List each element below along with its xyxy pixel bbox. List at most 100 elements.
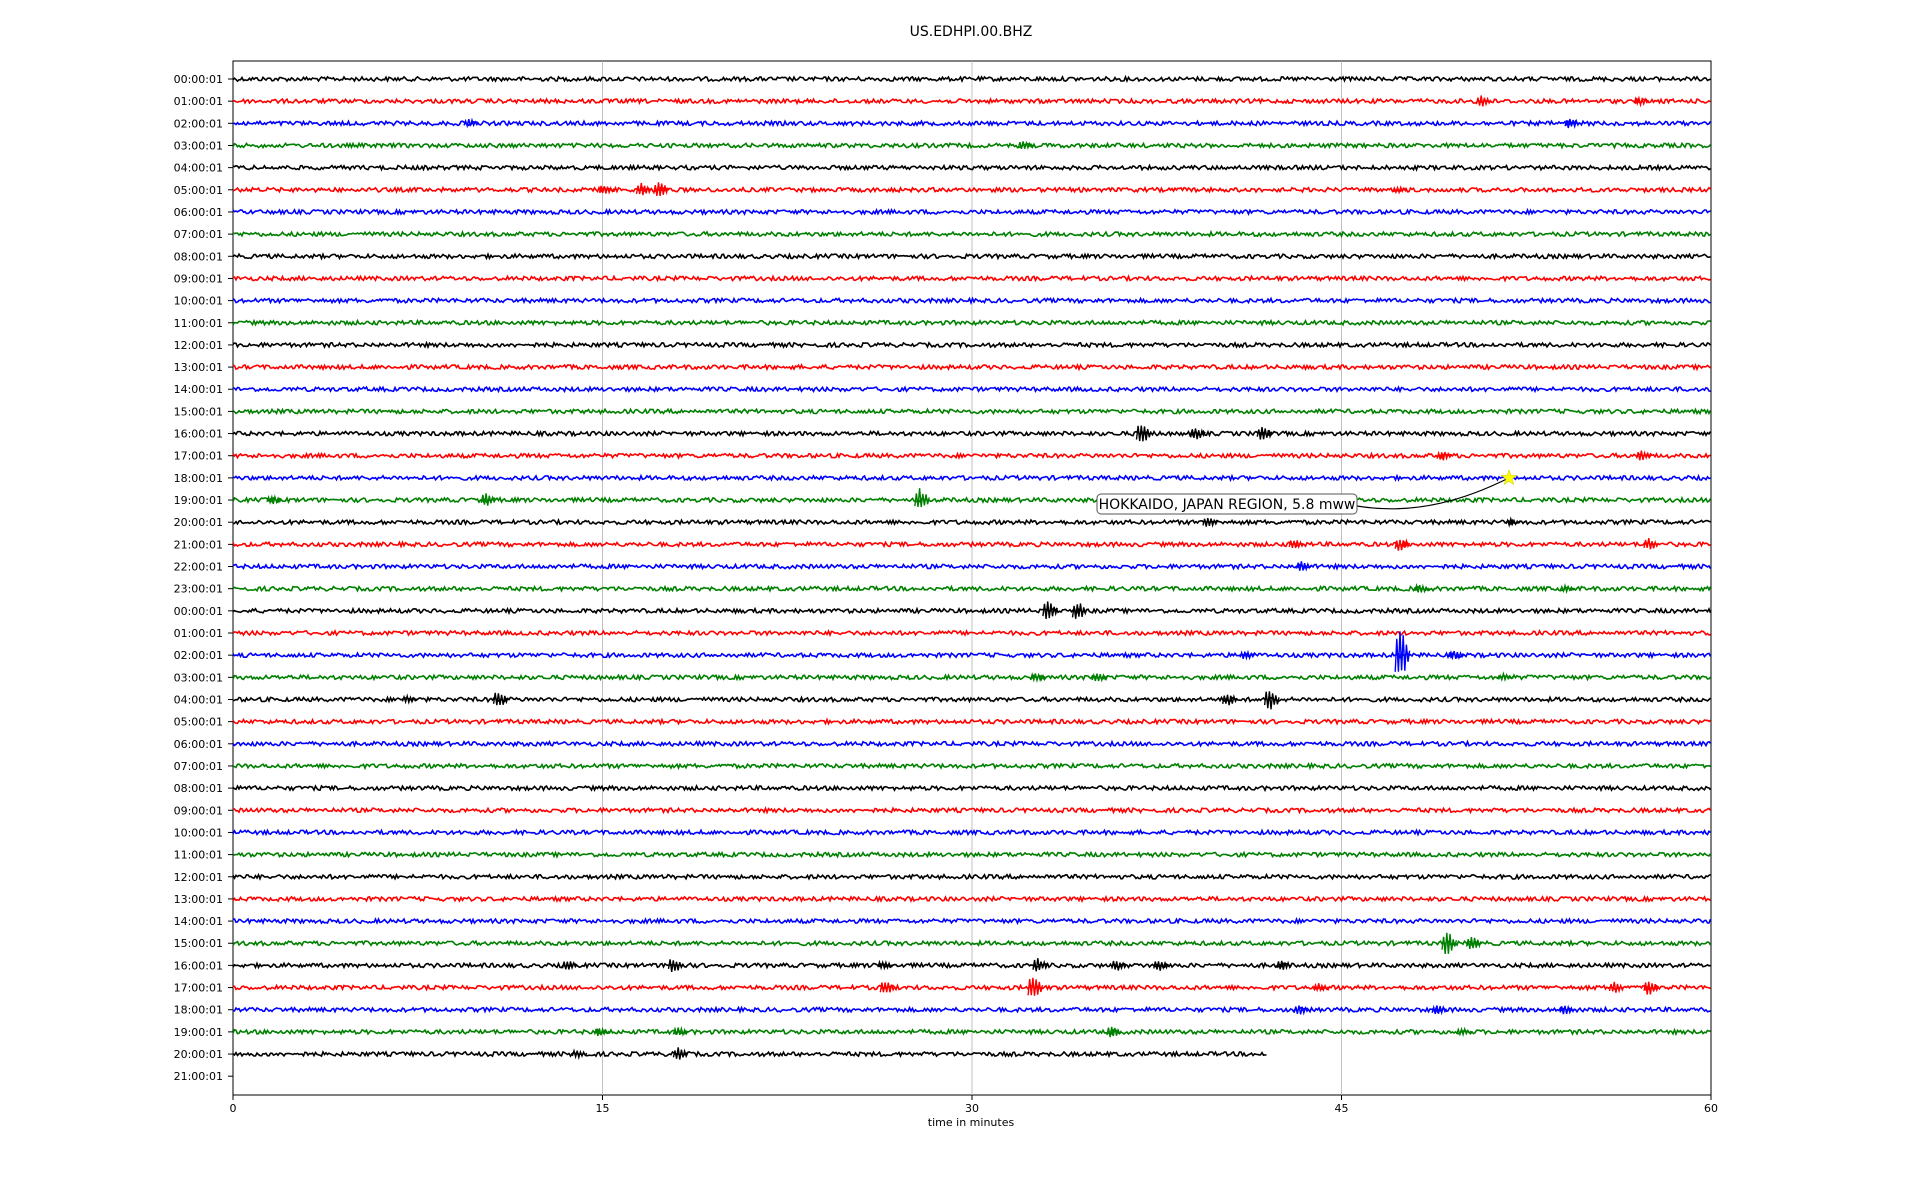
- hour-label: 07:00:01: [174, 228, 223, 241]
- hour-label: 09:00:01: [174, 804, 223, 817]
- seismic-trace: [232, 407, 1712, 416]
- seismic-trace: [232, 540, 1711, 549]
- hour-label: 12:00:01: [174, 339, 223, 352]
- hour-label: 16:00:01: [174, 959, 223, 972]
- annotation-box: [1096, 493, 1358, 515]
- hour-label: 13:00:01: [174, 361, 223, 374]
- hour-label: 20:00:01: [174, 1048, 223, 1061]
- event-burst: [480, 493, 497, 506]
- seismic-trace: [232, 74, 1711, 84]
- seismic-trace: [232, 340, 1712, 350]
- event-burst: [1106, 1026, 1122, 1038]
- hour-label: 04:00:01: [174, 693, 223, 706]
- hour-label: 18:00:01: [174, 472, 223, 485]
- event-burst: [1295, 561, 1312, 572]
- seismic-trace: [232, 562, 1712, 571]
- event-burst: [1263, 691, 1280, 710]
- hour-label: 13:00:01: [174, 893, 223, 906]
- hour-label: 04:00:01: [174, 162, 223, 175]
- hour-label: 00:00:01: [174, 73, 223, 86]
- x-tick-label: 60: [1704, 1102, 1718, 1115]
- hour-label: 02:00:01: [174, 649, 223, 662]
- hour-label: 15:00:01: [174, 405, 223, 418]
- event-burst: [1017, 140, 1034, 150]
- x-axis: 0 15 30 45 60: [230, 1095, 1718, 1115]
- hour-label: 03:00:01: [174, 671, 223, 684]
- seismic-trace: [232, 473, 1711, 483]
- x-tick-label: 45: [1335, 1102, 1349, 1115]
- hour-label: 06:00:01: [174, 738, 223, 751]
- event-burst: [914, 488, 930, 508]
- seismic-trace: [232, 296, 1711, 306]
- seismic-trace: [232, 207, 1711, 217]
- seismic-trace: [232, 939, 1712, 948]
- seismic-trace: [232, 739, 1712, 748]
- hour-label: 20:00:01: [174, 516, 223, 529]
- event-star-marker: [1500, 468, 1518, 486]
- event-burst: [653, 182, 669, 197]
- event-burst: [401, 693, 418, 705]
- event-burst: [1414, 582, 1430, 594]
- hour-label: 15:00:01: [174, 937, 223, 950]
- seismic-trace: [232, 584, 1712, 593]
- event-burst: [1293, 1005, 1310, 1016]
- event-burst: [1643, 981, 1660, 995]
- x-tick-label: 30: [965, 1102, 979, 1115]
- hour-label: 14:00:01: [174, 383, 223, 396]
- seismic-trace: [232, 872, 1711, 881]
- seismic-trace: [232, 252, 1711, 261]
- event-burst: [492, 692, 509, 706]
- seismic-trace: [232, 606, 1712, 616]
- event-burst: [1633, 95, 1650, 108]
- event-burst: [571, 1048, 588, 1061]
- event-burst: [1635, 450, 1652, 461]
- seismic-trace: [232, 673, 1712, 682]
- hour-label: 08:00:01: [174, 782, 223, 795]
- hour-label: 02:00:01: [174, 117, 223, 130]
- seismic-trace: [232, 97, 1711, 106]
- hour-label: 22:00:01: [174, 561, 223, 574]
- hour-label: 00:00:01: [174, 605, 223, 618]
- seismic-trace: [232, 961, 1711, 970]
- hour-label: 09:00:01: [174, 272, 223, 285]
- hour-label: 11:00:01: [174, 317, 223, 330]
- event-burst: [598, 185, 615, 195]
- seismic-trace: [232, 916, 1712, 926]
- event-burst: [1559, 1004, 1576, 1015]
- x-tick-label: 15: [596, 1102, 610, 1115]
- event-burst: [667, 959, 684, 972]
- seismic-trace: [232, 1005, 1711, 1015]
- event-burst: [672, 1025, 689, 1037]
- event-burst: [1256, 427, 1273, 440]
- hour-label: 01:00:01: [174, 627, 223, 640]
- event-burst: [561, 961, 578, 971]
- event-burst: [1111, 960, 1127, 971]
- annotation-arrow: [1356, 477, 1510, 510]
- event-burst: [877, 959, 893, 971]
- traces-layer: [232, 74, 1712, 1059]
- event-burst: [1643, 537, 1660, 550]
- hour-label: 19:00:01: [174, 1026, 223, 1039]
- seismic-trace: [232, 983, 1711, 992]
- event-burst: [1239, 649, 1255, 661]
- seismic-trace: [232, 517, 1711, 527]
- chart-title: US.EDHPI.00.BHZ: [910, 24, 1033, 40]
- seismic-trace: [232, 141, 1712, 150]
- seismic-trace: [232, 495, 1712, 505]
- event-burst: [1608, 981, 1625, 994]
- event-burst: [1071, 603, 1088, 619]
- event-burst: [1441, 932, 1458, 954]
- hour-label: 16:00:01: [174, 428, 223, 441]
- seismic-trace: [232, 850, 1712, 859]
- hour-label: 14:00:01: [174, 915, 223, 928]
- hour-label: 10:00:01: [174, 295, 223, 308]
- annotation-label: HOKKAIDO, JAPAN REGION, 5.8 mww: [1099, 497, 1356, 513]
- seismic-trace: [232, 229, 1711, 239]
- event-burst: [1475, 95, 1492, 107]
- event-burst: [1190, 428, 1206, 440]
- event-burst: [1032, 958, 1049, 972]
- x-axis-label: time in minutes: [928, 1116, 1015, 1129]
- event-burst: [672, 1047, 689, 1060]
- x-tick-label: 0: [230, 1102, 237, 1115]
